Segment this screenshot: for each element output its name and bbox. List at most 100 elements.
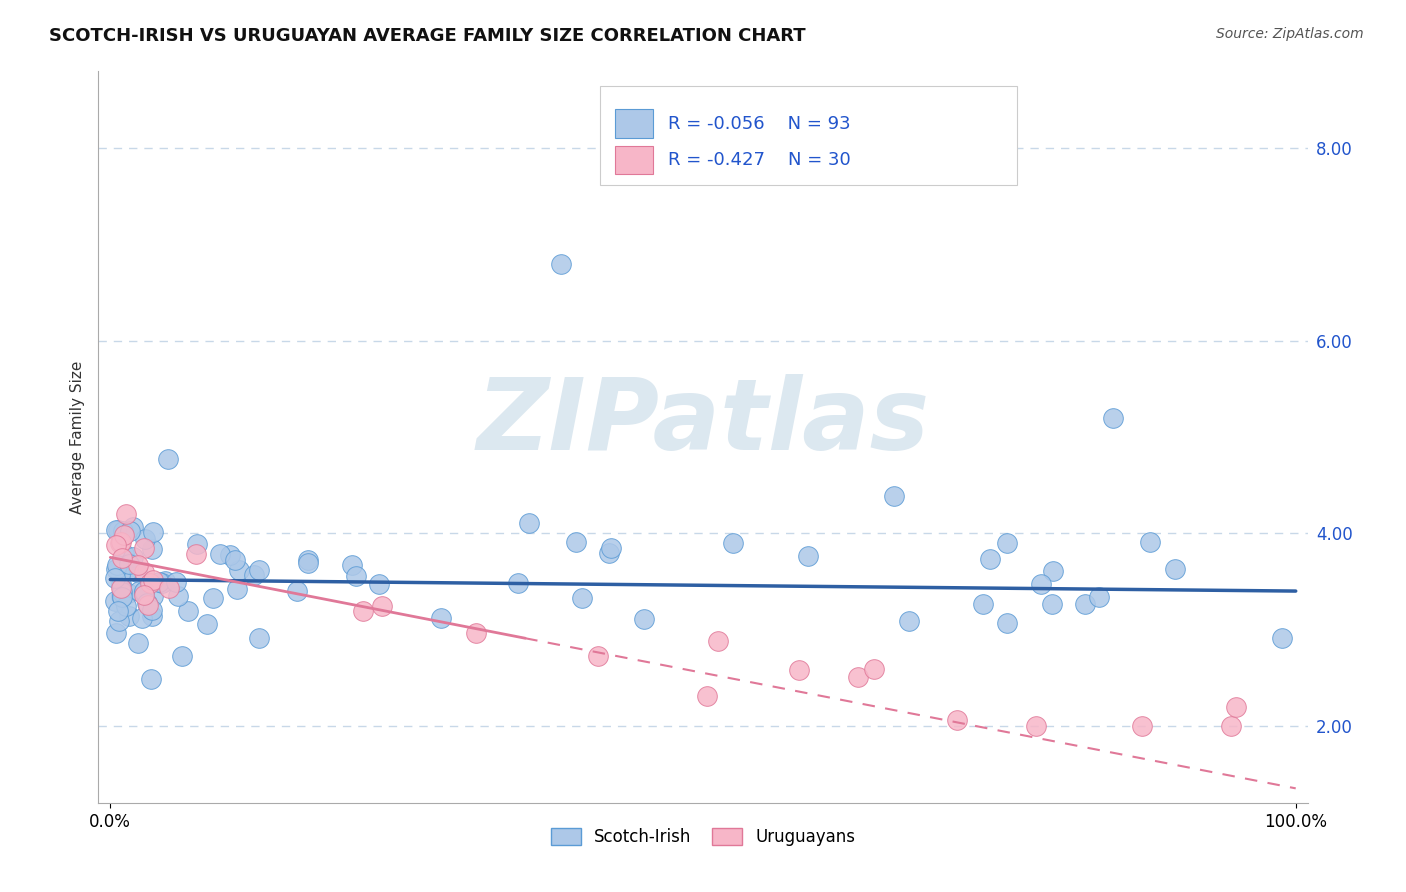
Point <box>142 590 165 604</box>
Point <box>1225 699 1247 714</box>
Point <box>165 575 187 590</box>
Point <box>1073 597 1095 611</box>
Y-axis label: Average Family Size: Average Family Size <box>69 360 84 514</box>
Point <box>112 527 135 541</box>
Text: R = -0.056    N = 93: R = -0.056 N = 93 <box>668 114 851 133</box>
Point <box>598 545 620 559</box>
Point <box>1088 590 1111 604</box>
Point <box>371 599 394 614</box>
Point <box>141 608 163 623</box>
Point <box>120 524 142 538</box>
Point <box>219 548 242 562</box>
Point <box>139 672 162 686</box>
Point <box>118 556 141 570</box>
Point <box>508 575 530 590</box>
Point <box>202 591 225 606</box>
Point <box>184 547 207 561</box>
Point <box>142 574 165 588</box>
Point <box>430 611 453 625</box>
Point <box>550 257 572 271</box>
Point <box>600 541 623 556</box>
Point <box>141 541 163 556</box>
Point <box>208 547 231 561</box>
Point <box>706 633 728 648</box>
Bar <box>614 110 654 137</box>
Point <box>344 568 367 582</box>
Point <box>995 615 1018 630</box>
Point <box>995 535 1018 549</box>
Point <box>104 594 127 608</box>
Point <box>352 604 374 618</box>
Point <box>138 575 160 590</box>
Point <box>104 571 127 585</box>
Point <box>142 524 165 539</box>
Point <box>110 581 132 595</box>
Point <box>110 585 132 599</box>
Point <box>972 597 994 611</box>
Point <box>721 536 744 550</box>
Point <box>242 568 264 582</box>
Bar <box>614 146 654 174</box>
Point <box>696 689 718 703</box>
Point <box>134 533 156 547</box>
Point <box>117 563 139 577</box>
Point <box>111 550 134 565</box>
Point <box>111 590 134 604</box>
Point <box>131 611 153 625</box>
Point <box>150 575 173 590</box>
Point <box>247 564 270 578</box>
Point <box>132 566 155 580</box>
Point <box>195 617 218 632</box>
FancyBboxPatch shape <box>600 86 1018 185</box>
Point <box>186 537 208 551</box>
Point <box>228 563 250 577</box>
Point <box>111 590 134 604</box>
Point <box>132 585 155 599</box>
Point <box>898 614 921 628</box>
Point <box>121 549 143 564</box>
Point <box>797 549 820 564</box>
Point <box>128 584 150 599</box>
Text: SCOTCH-IRISH VS URUGUAYAN AVERAGE FAMILY SIZE CORRELATION CHART: SCOTCH-IRISH VS URUGUAYAN AVERAGE FAMILY… <box>49 27 806 45</box>
Point <box>224 553 246 567</box>
Point <box>1102 410 1125 425</box>
Point <box>107 523 129 537</box>
Point <box>108 614 131 628</box>
Point <box>862 662 884 676</box>
Point <box>132 589 155 603</box>
Point <box>883 489 905 503</box>
Point <box>141 603 163 617</box>
Point <box>285 583 308 598</box>
Point <box>787 663 810 677</box>
Point <box>112 547 135 561</box>
Text: ZIPatlas: ZIPatlas <box>477 374 929 471</box>
Point <box>846 670 869 684</box>
Point <box>127 566 149 580</box>
Point <box>297 552 319 566</box>
Point <box>1029 577 1052 591</box>
Point <box>118 609 141 624</box>
Point <box>247 631 270 645</box>
Point <box>104 523 127 537</box>
Point <box>1219 719 1241 733</box>
Point <box>297 556 319 570</box>
Point <box>153 574 176 589</box>
Point <box>117 586 139 600</box>
Point <box>118 557 141 571</box>
Point <box>166 589 188 603</box>
Point <box>108 535 131 549</box>
Point <box>111 524 134 538</box>
Point <box>464 625 486 640</box>
Point <box>127 636 149 650</box>
Point <box>115 599 138 613</box>
Point <box>135 596 157 610</box>
Point <box>122 520 145 534</box>
Point <box>112 528 135 542</box>
Legend: Scotch-Irish, Uruguayans: Scotch-Irish, Uruguayans <box>544 822 862 853</box>
Point <box>633 612 655 626</box>
Point <box>1042 564 1064 578</box>
Point <box>172 649 194 664</box>
Point <box>136 598 159 612</box>
Text: Source: ZipAtlas.com: Source: ZipAtlas.com <box>1216 27 1364 41</box>
Text: R = -0.427    N = 30: R = -0.427 N = 30 <box>668 151 851 169</box>
